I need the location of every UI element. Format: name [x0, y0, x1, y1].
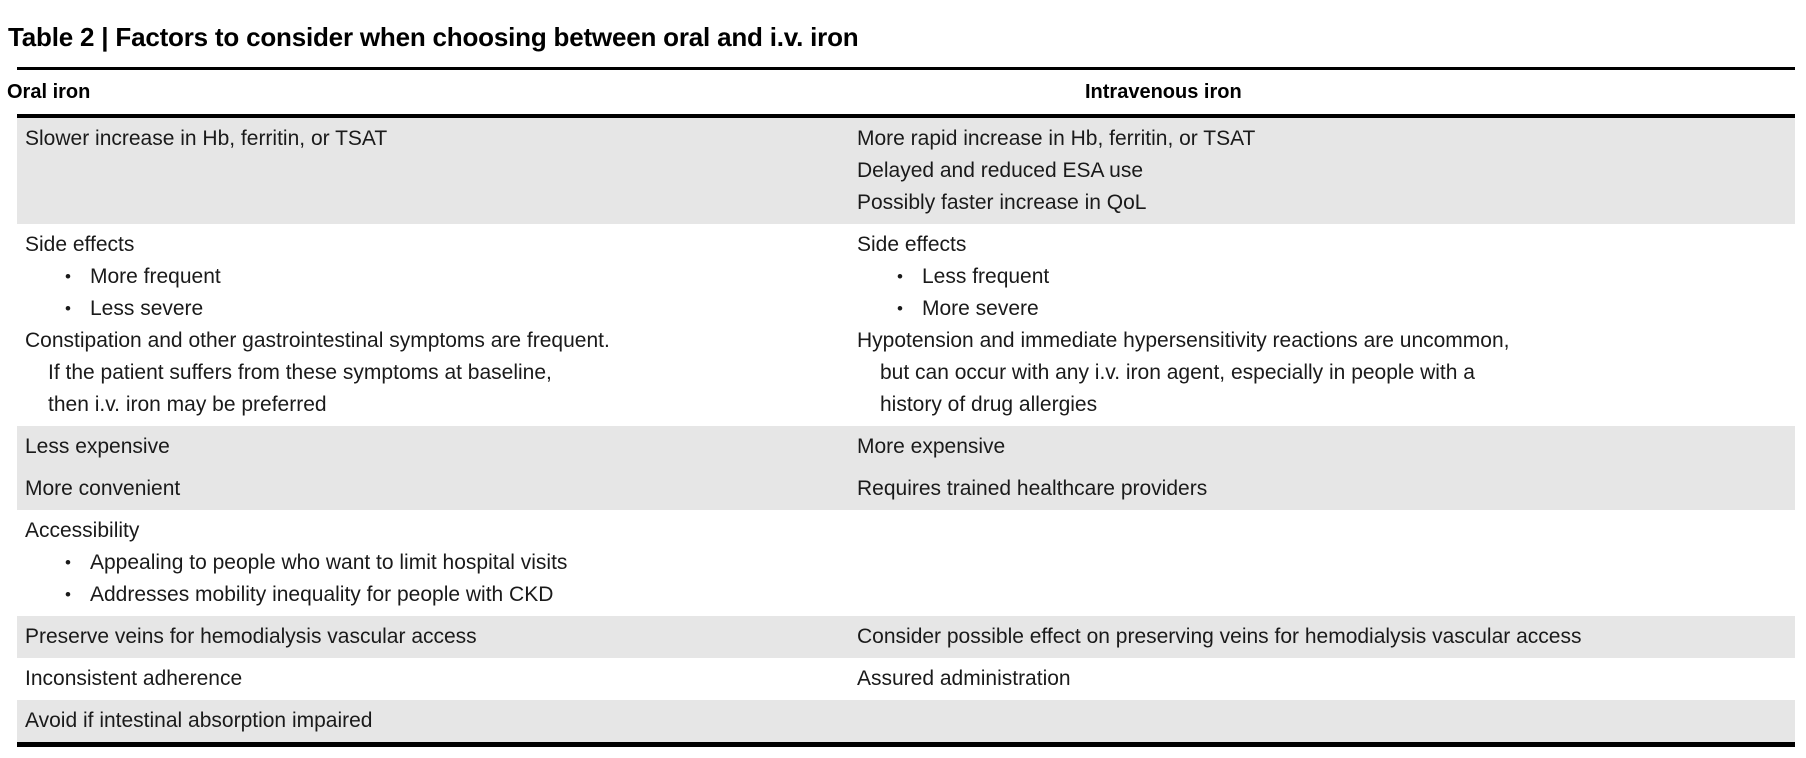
text-line: Accessibility — [25, 519, 140, 542]
bullet-icon: • — [897, 299, 903, 318]
cell-intravenous-iron: More rapid increase in Hb, ferritin, or … — [857, 116, 1795, 224]
bullet-text: Addresses mobility inequality for people… — [90, 583, 554, 606]
text-line: Consider possible effect on preserving v… — [857, 625, 1582, 648]
bullet-icon: • — [65, 585, 71, 604]
cell-intravenous-iron: Consider possible effect on preserving v… — [857, 616, 1795, 658]
table-row: Inconsistent adherence Assured administra… — [17, 658, 1795, 700]
bullet-line: • More frequent — [25, 261, 857, 293]
bullet-text: Less frequent — [922, 265, 1050, 288]
indented-text-line: history of drug allergies — [880, 393, 1098, 416]
cell-intravenous-iron: Assured administration — [857, 658, 1795, 700]
bullet-line: • Appealing to people who want to limit h… — [25, 547, 857, 579]
indented-text-line: then i.v. iron may be preferred — [48, 393, 327, 416]
factors-table: Oral iron Intravenous iron Slower increa… — [7, 70, 1795, 742]
text-line: Possibly faster increase in QoL — [857, 191, 1147, 214]
text-line: Side effects — [857, 233, 967, 256]
cell-oral-iron: Less expensive — [17, 426, 857, 468]
column-header-oral-iron: Oral iron — [7, 70, 857, 118]
text-line: More expensive — [857, 435, 1006, 458]
text-line: More convenient — [25, 477, 181, 500]
cell-intravenous-iron — [857, 510, 1795, 616]
cell-oral-iron: Inconsistent adherence — [17, 658, 857, 700]
text-line: Hypotension and immediate hypersensitivi… — [857, 329, 1510, 352]
text-line: Requires trained healthcare providers — [857, 477, 1208, 500]
table-title: Table 2 | Factors to consider when choos… — [8, 22, 859, 52]
bullet-line: • Less severe — [25, 293, 857, 325]
bullet-text: More frequent — [90, 265, 221, 288]
table-row: Slower increase in Hb, ferritin, or TSAT… — [17, 116, 1795, 224]
cell-oral-iron: Avoid if intestinal absorption impaired — [17, 700, 857, 742]
cell-oral-iron: Side effects • More frequent • Less severe Co… — [17, 224, 857, 426]
bullet-line: • Addresses mobility inequality for peopl… — [25, 579, 857, 611]
cell-oral-iron: Slower increase in Hb, ferritin, or TSAT — [17, 116, 857, 224]
bullet-text: Appealing to people who want to limit ho… — [90, 551, 568, 574]
paper-table-figure: Table 2 | Factors to consider when choos… — [0, 22, 1806, 758]
bullet-line: • Less frequent — [857, 261, 1785, 293]
bullet-icon: • — [65, 267, 71, 286]
table-body: Slower increase in Hb, ferritin, or TSAT… — [17, 116, 1795, 742]
table-row: Less expensive More expensive — [17, 426, 1795, 468]
table-block: Oral iron Intravenous iron Slower increa… — [7, 67, 1795, 747]
text-line: Inconsistent adherence — [25, 667, 243, 690]
bullet-icon: • — [65, 553, 71, 572]
text-line: Assured administration — [857, 667, 1071, 690]
text-line: Slower increase in Hb, ferritin, or TSAT — [25, 127, 388, 150]
indented-text-line: but can occur with any i.v. iron agent, … — [880, 361, 1475, 384]
cell-oral-iron: Accessibility • Appealing to people who wa… — [17, 510, 857, 616]
bullet-text: More severe — [922, 297, 1039, 320]
text-line: Avoid if intestinal absorption impaired — [25, 709, 373, 732]
cell-oral-iron: More convenient — [17, 468, 857, 510]
text-line: Side effects — [25, 233, 135, 256]
cell-intravenous-iron: More expensive — [857, 426, 1795, 468]
text-line: Constipation and other gastrointestinal … — [25, 329, 610, 352]
bullet-line: • More severe — [857, 293, 1785, 325]
table-row: More convenient Requires trained healthca… — [17, 468, 1795, 510]
top-rule — [17, 67, 1795, 70]
bullet-icon: • — [65, 299, 71, 318]
bullet-text: Less severe — [90, 297, 204, 320]
text-line: More rapid increase in Hb, ferritin, or … — [857, 127, 1256, 150]
header-row: Oral iron Intravenous iron — [7, 70, 1795, 118]
table-header: Oral iron Intravenous iron — [7, 70, 1795, 118]
text-line: Less expensive — [25, 435, 170, 458]
table-row: Accessibility • Appealing to people who wa… — [17, 510, 1795, 616]
bottom-rule — [17, 742, 1795, 747]
cell-intravenous-iron — [857, 700, 1795, 742]
cell-intravenous-iron: Requires trained healthcare providers — [857, 468, 1795, 510]
text-line: Preserve veins for hemodialysis vascular… — [25, 625, 477, 648]
indented-text-line: If the patient suffers from these sympto… — [48, 361, 552, 384]
column-header-intravenous-iron: Intravenous iron — [857, 70, 1795, 118]
table-row: Side effects • More frequent • Less severe Co… — [17, 224, 1795, 426]
table-row: Avoid if intestinal absorption impaired — [17, 700, 1795, 742]
bullet-icon: • — [897, 267, 903, 286]
text-line: Delayed and reduced ESA use — [857, 159, 1144, 182]
cell-oral-iron: Preserve veins for hemodialysis vascular… — [17, 616, 857, 658]
table-row: Preserve veins for hemodialysis vascular… — [17, 616, 1795, 658]
cell-intravenous-iron: Side effects • Less frequent • More severe Hy… — [857, 224, 1795, 426]
